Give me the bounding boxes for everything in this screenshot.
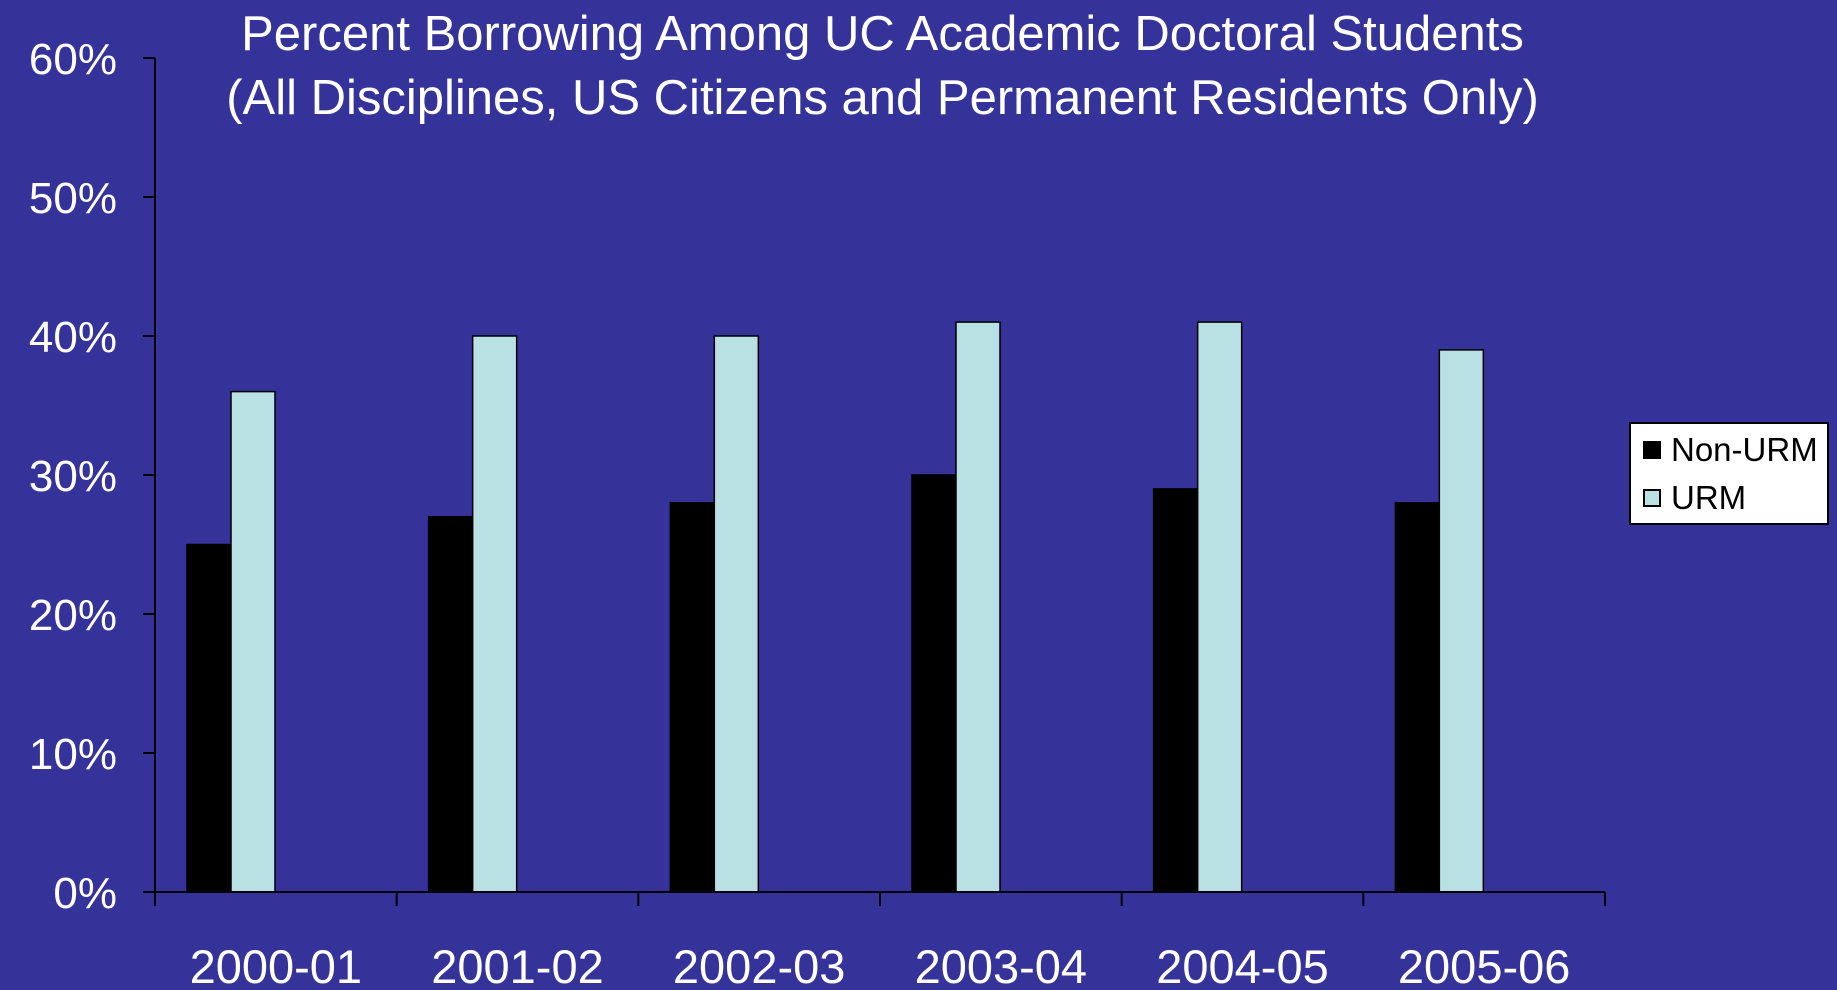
bar-non-urm-2005-06 <box>1394 502 1441 893</box>
x-tick-label-2002-03: 2002-03 <box>673 940 846 990</box>
bar-urm-2001-02 <box>471 335 518 893</box>
y-tick-label-50: 50% <box>29 174 117 223</box>
bar-non-urm-2004-05 <box>1152 488 1199 893</box>
legend-label-non-urm: Non-URM <box>1671 431 1818 468</box>
y-tick-label-0: 0% <box>53 869 117 918</box>
bar-urm-2003-04 <box>955 321 1001 893</box>
x-tick-label-2000-01: 2000-01 <box>190 940 363 990</box>
y-tick-label-40: 40% <box>29 313 117 362</box>
x-tick-label-2005-06: 2005-06 <box>1398 940 1571 990</box>
y-tick-label-10: 10% <box>29 730 117 779</box>
bar-non-urm-2002-03 <box>669 502 716 893</box>
bar-urm-2005-06 <box>1438 349 1485 893</box>
y-tick-label-20: 20% <box>29 591 117 640</box>
x-tick-label-2004-05: 2004-05 <box>1156 940 1329 990</box>
bar-urm-2004-05 <box>1196 321 1243 893</box>
chart-subtitle: (All Disciplines, US Citizens and Perman… <box>226 71 1539 125</box>
legend-swatch-urm <box>1643 489 1661 507</box>
y-tick-label-30: 30% <box>29 452 117 501</box>
legend-swatch-non-urm <box>1643 441 1661 459</box>
legend: Non-URM URM <box>1629 422 1829 525</box>
legend-item-non-urm: Non-URM <box>1643 431 1818 468</box>
bar-non-urm-2003-04 <box>911 474 957 893</box>
legend-item-urm: URM <box>1643 479 1747 516</box>
bar-urm-2002-03 <box>713 335 760 893</box>
y-tick-label-60: 60% <box>29 35 117 84</box>
bar-non-urm-2001-02 <box>427 515 474 893</box>
bar-urm-2000-01 <box>230 390 276 893</box>
legend-label-urm: URM <box>1671 479 1747 516</box>
x-tick-label-2001-02: 2001-02 <box>431 940 604 990</box>
chart-title: Percent Borrowing Among UC Academic Doct… <box>241 7 1524 61</box>
x-tick-label-2003-04: 2003-04 <box>915 940 1088 990</box>
bar-non-urm-2000-01 <box>186 543 232 893</box>
